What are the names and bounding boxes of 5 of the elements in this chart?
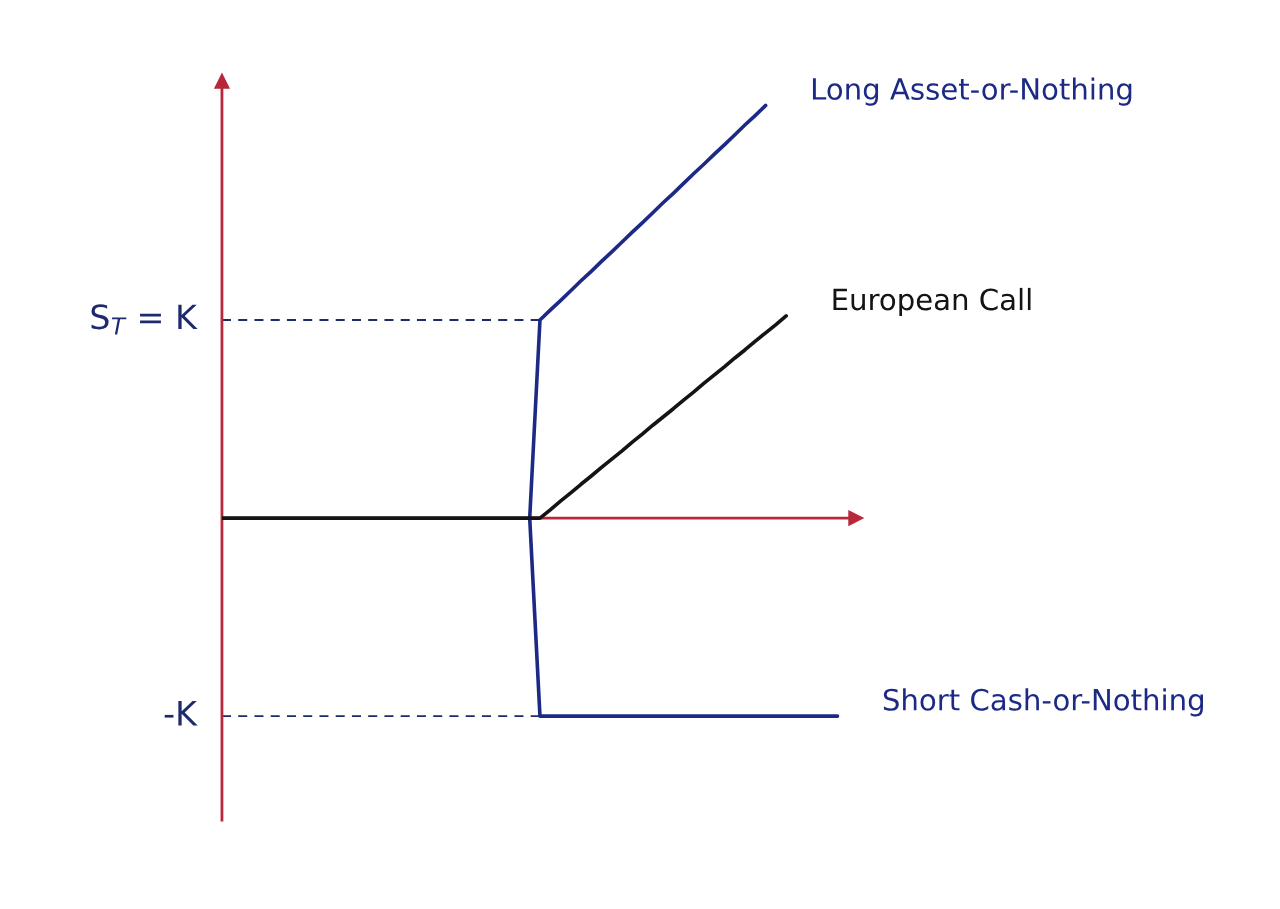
series-label: Long Asset-or-Nothing	[812, 77, 1132, 106]
ref-line-label: -K	[164, 701, 198, 726]
ref-line-label: S$_{T}$ = K	[91, 304, 198, 335]
series-label: European Call	[833, 287, 1031, 317]
series-label: Short Cash-or-Nothing	[883, 688, 1203, 717]
